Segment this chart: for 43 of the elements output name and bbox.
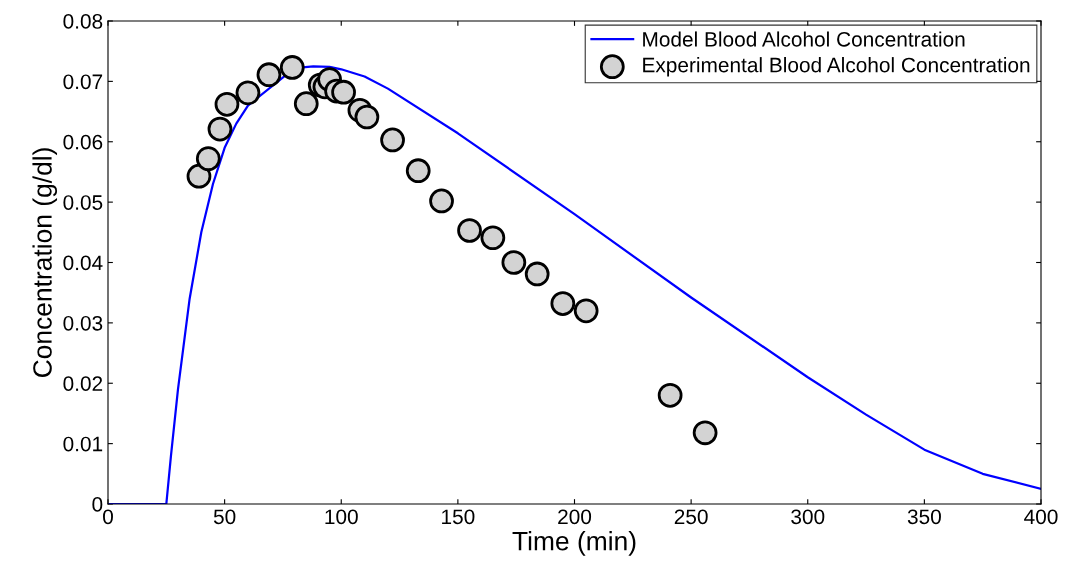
y-tick-label: 0.01: [63, 436, 103, 452]
point: [279, 55, 305, 80]
point: [480, 225, 506, 251]
x-tick-label: 100: [325, 509, 358, 525]
point: [657, 382, 683, 408]
y-tick-label: 0.03: [63, 315, 103, 331]
y-tick-label: 0.07: [63, 74, 103, 90]
y-tick-label: 0.06: [63, 134, 103, 150]
point: [524, 261, 550, 287]
y-tick-label: 0.08: [63, 14, 103, 29]
x-tick-label: 250: [674, 509, 708, 525]
x-tick-label: 0: [103, 509, 113, 525]
point: [354, 104, 380, 130]
x-tick-label: 200: [558, 509, 592, 525]
x-tick-label: 300: [791, 509, 825, 525]
y-tick-label: 0.04: [63, 255, 103, 271]
y-tick-label: 0.02: [63, 376, 103, 391]
y-axis-title: Concentration (g/dl): [32, 148, 58, 378]
point: [207, 116, 233, 142]
point: [501, 250, 527, 275]
point: [186, 163, 212, 189]
point: [235, 80, 261, 106]
point: [256, 62, 282, 88]
legend-label: Model Blood Alcohol Concentration: [643, 31, 965, 47]
point: [195, 146, 221, 172]
x-tick-label: 50: [213, 509, 236, 525]
point: [429, 188, 454, 214]
point: [573, 298, 599, 324]
point: [293, 91, 319, 117]
point: [331, 79, 356, 105]
point: [457, 218, 482, 243]
point: [380, 127, 405, 153]
y-tick-label: 0.05: [63, 195, 103, 210]
y-tick-label: 0: [92, 497, 103, 512]
x-tick-label: 150: [442, 509, 475, 525]
x-axis-title: Time (min): [512, 531, 636, 556]
x-tick-label: 400: [1024, 509, 1058, 525]
x-tick-label: 350: [907, 509, 941, 525]
point: [550, 291, 576, 316]
legend-label: Experimental Blood Alcohol Concentration: [643, 57, 1030, 77]
point: [214, 91, 240, 117]
point: [692, 420, 718, 446]
point: [405, 158, 431, 184]
